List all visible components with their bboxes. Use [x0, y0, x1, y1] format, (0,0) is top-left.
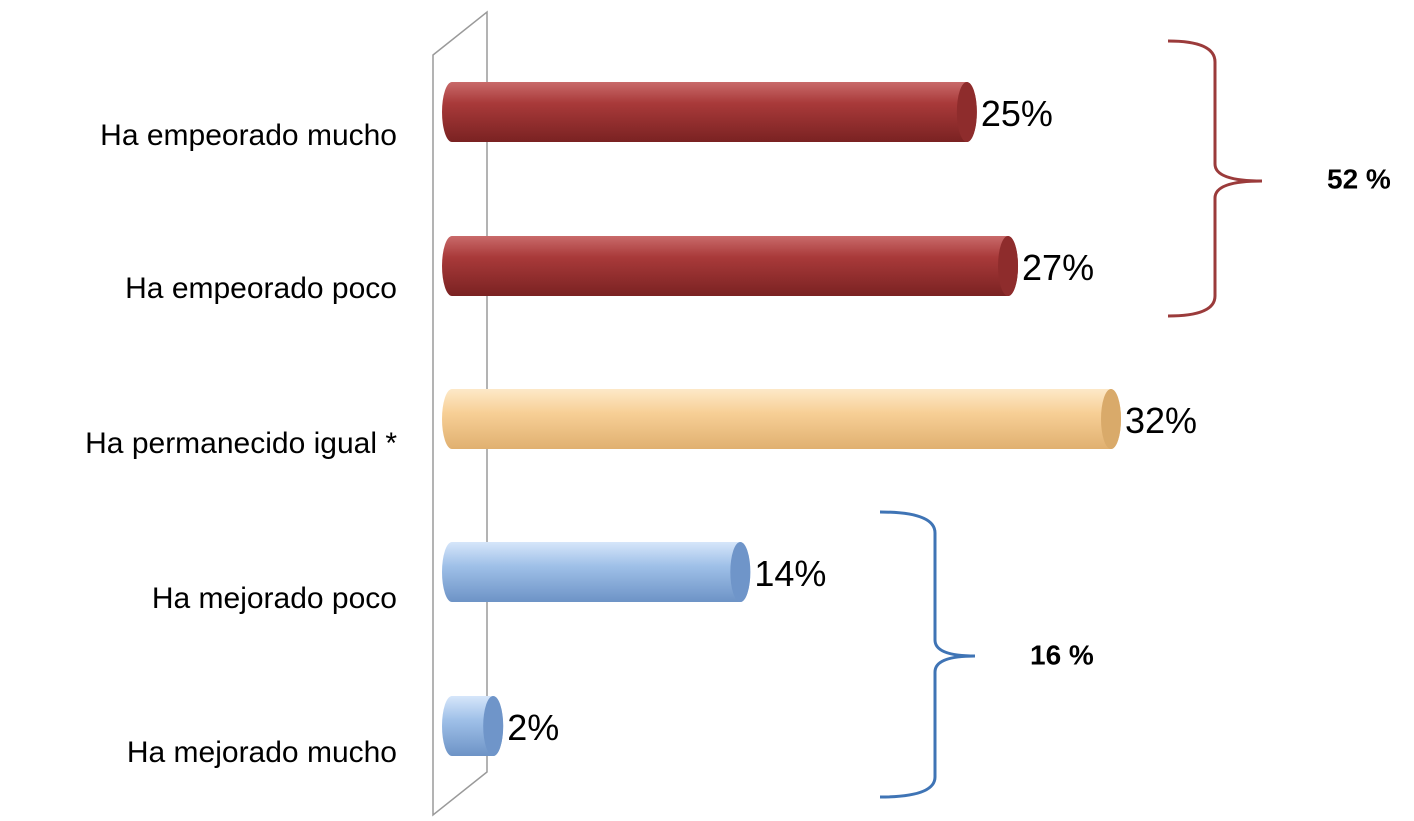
- bar-end-cap: [483, 696, 504, 756]
- value-label: 2%: [507, 707, 559, 748]
- bar-body: [442, 542, 751, 602]
- value-label: 32%: [1125, 400, 1197, 441]
- group-label-worse: 52 %: [1327, 163, 1391, 194]
- bar: [442, 542, 751, 602]
- bar: [442, 696, 504, 756]
- bar-end-cap: [730, 542, 751, 602]
- value-label: 27%: [1022, 247, 1094, 288]
- bar-end-cap: [998, 236, 1019, 296]
- bar-body: [442, 389, 1121, 449]
- bar-end-cap: [1101, 389, 1121, 449]
- group-bracket-worse: [1167, 39, 1263, 318]
- bar: [442, 82, 977, 142]
- bar-body: [442, 236, 1019, 296]
- category-label: Ha mejorado poco: [152, 582, 397, 615]
- group-bracket-better: [879, 510, 976, 799]
- category-label: Ha empeorado poco: [125, 272, 397, 305]
- category-label: Ha empeorado mucho: [100, 119, 397, 152]
- bar-body: [442, 82, 977, 142]
- group-label-better: 16 %: [1030, 639, 1094, 670]
- bar-end-cap: [956, 82, 977, 142]
- bar: [442, 236, 1019, 296]
- category-label: Ha mejorado mucho: [127, 736, 397, 769]
- bars: 25% 27% 32% 14% 2%: [442, 82, 1197, 756]
- category-label: Ha permanecido igual *: [85, 427, 397, 460]
- value-label: 25%: [981, 93, 1053, 134]
- value-label: 14%: [754, 553, 826, 594]
- bar: [442, 389, 1121, 449]
